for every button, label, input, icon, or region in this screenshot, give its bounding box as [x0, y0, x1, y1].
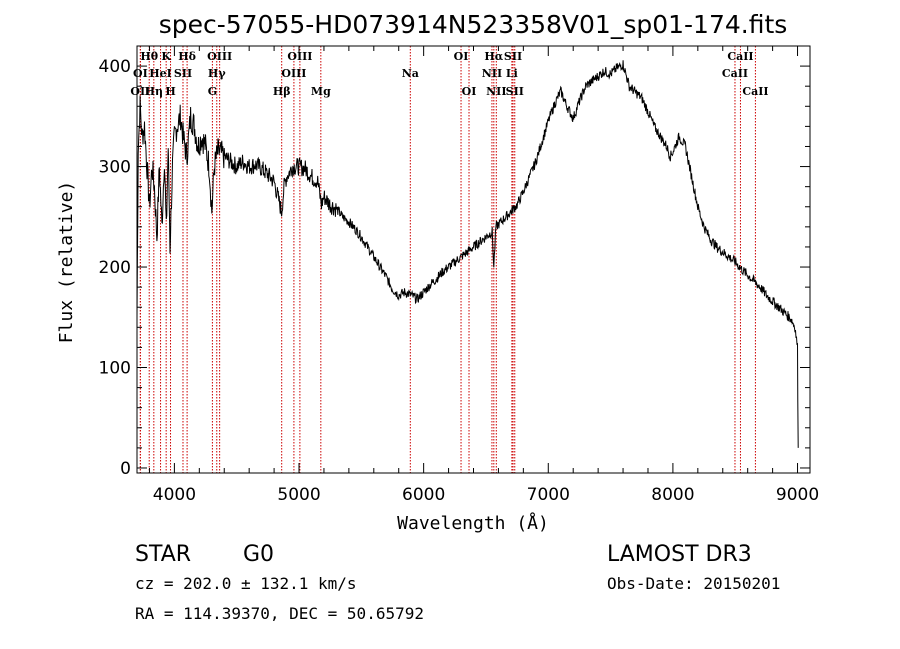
- spectral-line-markers: [139, 46, 756, 473]
- x-tick-label-1: 5000: [277, 485, 320, 505]
- x-axis-ticks: 4000 5000 6000 7000 8000 9000: [148, 46, 819, 505]
- line-label-11: SII: [174, 67, 192, 80]
- y-axis-ticks: 0 100 200 300 400: [99, 45, 810, 479]
- line-label-20: H: [165, 85, 175, 98]
- redshift-velocity: cz = 202.0 ± 132.1 km/s: [135, 574, 357, 593]
- line-label-14: Na: [402, 67, 419, 80]
- y-tick-label-3: 300: [99, 158, 131, 178]
- x-tick-label-4: 8000: [651, 485, 694, 505]
- line-label-18: OII: [130, 85, 150, 98]
- line-label-22: Hβ: [273, 85, 291, 98]
- line-label-9: OI: [133, 67, 148, 80]
- line-label-8: CaII: [727, 50, 753, 63]
- line-label-26: SII: [506, 85, 524, 98]
- line-label-15: NII: [482, 67, 502, 80]
- line-label-0: Hθ: [140, 50, 158, 63]
- x-tick-label-3: 7000: [527, 485, 570, 505]
- line-label-6: Hα: [484, 50, 503, 63]
- x-tick-label-5: 9000: [776, 485, 819, 505]
- line-label-13: OIII: [281, 67, 306, 80]
- line-label-12: Hγ: [208, 67, 226, 80]
- line-label-16: Li: [506, 67, 518, 80]
- line-label-1: K: [161, 50, 171, 63]
- line-label-21: G: [208, 85, 217, 98]
- x-tick-label-2: 6000: [402, 485, 445, 505]
- x-axis-label: Wavelength (Å): [397, 512, 549, 534]
- y-tick-label-4: 400: [99, 57, 131, 77]
- line-label-19: Hη: [145, 85, 163, 98]
- line-label-4: OIII: [287, 50, 312, 63]
- observation-date: Obs-Date: 20150201: [607, 574, 780, 593]
- y-tick-label-2: 200: [99, 258, 131, 278]
- line-label-5: OI: [454, 50, 469, 63]
- line-label-25: NII: [486, 85, 506, 98]
- line-label-27: CaII: [742, 85, 768, 98]
- spectrum-line: [136, 60, 799, 448]
- line-label-2: Hδ: [178, 50, 196, 63]
- line-label-24: OI: [462, 85, 477, 98]
- line-label-17: CaII: [722, 67, 748, 80]
- line-label-10: HeI: [149, 67, 172, 80]
- coordinates: RA = 114.39370, DEC = 50.65792: [135, 604, 424, 623]
- y-axis-label: Flux (relative): [56, 181, 77, 344]
- line-label-7: SII: [504, 50, 522, 63]
- y-tick-label-1: 100: [99, 359, 131, 379]
- chart-title: spec-57055-HD073914N523358V01_sp01-174.f…: [159, 10, 788, 39]
- plot-frame: [136, 45, 811, 474]
- survey-name: LAMOST DR3: [607, 542, 752, 567]
- line-label-3: OIII: [207, 50, 232, 63]
- x-tick-label-0: 4000: [153, 485, 196, 505]
- object-subclass: G0: [243, 542, 274, 567]
- object-class: STAR: [135, 542, 191, 567]
- line-label-23: Mg: [311, 85, 331, 98]
- y-tick-label-0: 0: [120, 459, 131, 479]
